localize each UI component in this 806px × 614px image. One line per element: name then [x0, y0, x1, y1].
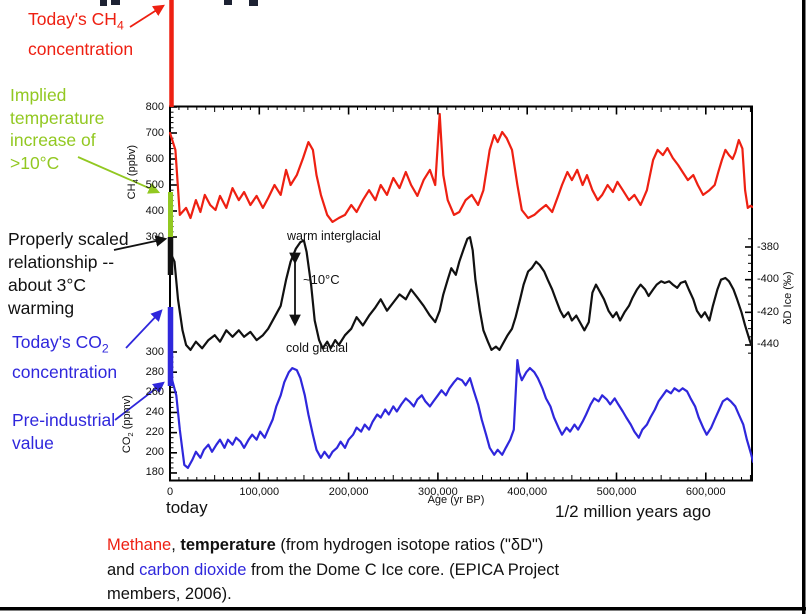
- cropped-title-remnant: [249, 0, 258, 6]
- CO2-tick-label: 200: [145, 446, 164, 459]
- x-tick-label: 500,000: [596, 486, 637, 498]
- todays-ch4-arrow: [129, 4, 165, 28]
- today-label: today: [166, 498, 208, 517]
- plot-frame: [169, 105, 753, 482]
- CO2-tick-label: 260: [145, 385, 164, 398]
- dD-tick-label: -380: [757, 240, 780, 253]
- CH4-tick-label: 600: [145, 152, 164, 165]
- cold-glacial-label: cold glacial: [286, 341, 348, 355]
- cropped-title-remnant: [224, 0, 232, 5]
- preindustrial-value-annotation: Pre-industrial value: [12, 410, 116, 453]
- todays-co2-annotation: Today's CO2 concentration: [12, 332, 118, 382]
- x-tick-label: 200,000: [328, 486, 369, 498]
- warm-interglacial-label: warm interglacial: [287, 229, 381, 243]
- preindustrial-arrow: [114, 381, 165, 421]
- CH4-tick-label: 500: [145, 178, 164, 191]
- x-axis-title: Age (yr BP): [427, 494, 485, 506]
- temp-range-label: ~10°C: [303, 272, 340, 287]
- ch4-series-line: [169, 112, 753, 223]
- cropped-title-remnant: [100, 0, 107, 6]
- CH4-tick-label: 300: [145, 230, 164, 243]
- properly-scaled-arrow: [113, 235, 168, 251]
- CH4-tick-label: 800: [145, 100, 164, 113]
- half-million-label: 1/2 million years ago: [555, 502, 711, 521]
- dd-axis-label: δD Ice (‰): [782, 271, 794, 325]
- caption-line-3: members, 2006).: [107, 585, 232, 603]
- x-tick-label: 300,000: [418, 486, 458, 498]
- x-tick-label: 400,000: [507, 486, 548, 498]
- CH4-tick-label: 700: [145, 126, 164, 139]
- dD-tick-label: -400: [757, 273, 780, 286]
- todays-ch4-annotation: Today's CH4 concentration: [28, 9, 134, 59]
- slide-bottom-border: [0, 607, 806, 611]
- CO2-tick-label: 220: [145, 426, 164, 439]
- CO2-tick-label: 180: [145, 466, 164, 479]
- caption-line-2: and carbon dioxide from the Dome C Ice c…: [107, 560, 560, 579]
- CH4-tick-label: 400: [145, 204, 164, 217]
- todays-co2-arrow: [125, 309, 163, 349]
- properly-scaled-annotation: Properly scaled relationship -- about 3°C w…: [8, 229, 129, 318]
- x-tick-label: 0: [166, 486, 174, 498]
- implied-temperature-arrow: [77, 156, 161, 194]
- slide-right-border: [802, 0, 806, 614]
- CO2-tick-label: 240: [145, 405, 164, 418]
- dD-tick-label: -420: [757, 305, 780, 318]
- cropped-title-remnant: [111, 0, 120, 5]
- d-series-line: [169, 236, 753, 351]
- dD-tick-label: -440: [757, 338, 780, 351]
- x-tick-label: 600,000: [685, 486, 726, 498]
- x-tick-label: 100,000: [239, 486, 280, 498]
- CO2-tick-label: 280: [145, 365, 164, 378]
- implied-temperature-annotation: Implied temperature increase of >10°C: [10, 85, 105, 173]
- caption-line-1: Methane, temperature (from hydrogen isot…: [107, 536, 544, 554]
- co2-series-line: [169, 359, 753, 469]
- CO2-tick-label: 300: [145, 345, 164, 358]
- figure-caption: Methane, temperature (from hydrogen isot…: [107, 533, 559, 607]
